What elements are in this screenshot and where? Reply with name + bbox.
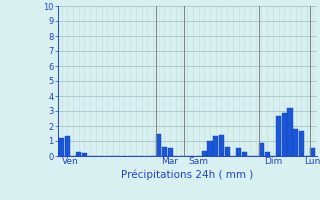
- Bar: [202, 151, 207, 156]
- Bar: [207, 141, 212, 156]
- Bar: [276, 116, 281, 156]
- Bar: [282, 113, 287, 156]
- Bar: [225, 147, 230, 156]
- Bar: [293, 129, 298, 156]
- Bar: [162, 147, 167, 156]
- Bar: [242, 152, 247, 156]
- Bar: [287, 108, 292, 156]
- Bar: [299, 130, 304, 156]
- Bar: [59, 138, 64, 156]
- Bar: [76, 152, 81, 156]
- Bar: [310, 148, 316, 156]
- Bar: [167, 148, 173, 156]
- Bar: [156, 134, 161, 156]
- Bar: [65, 136, 70, 156]
- X-axis label: Précipitations 24h ( mm ): Précipitations 24h ( mm ): [121, 169, 253, 180]
- Bar: [213, 136, 218, 156]
- Bar: [236, 148, 241, 156]
- Bar: [82, 153, 87, 156]
- Bar: [219, 135, 224, 156]
- Bar: [265, 152, 270, 156]
- Bar: [259, 142, 264, 156]
